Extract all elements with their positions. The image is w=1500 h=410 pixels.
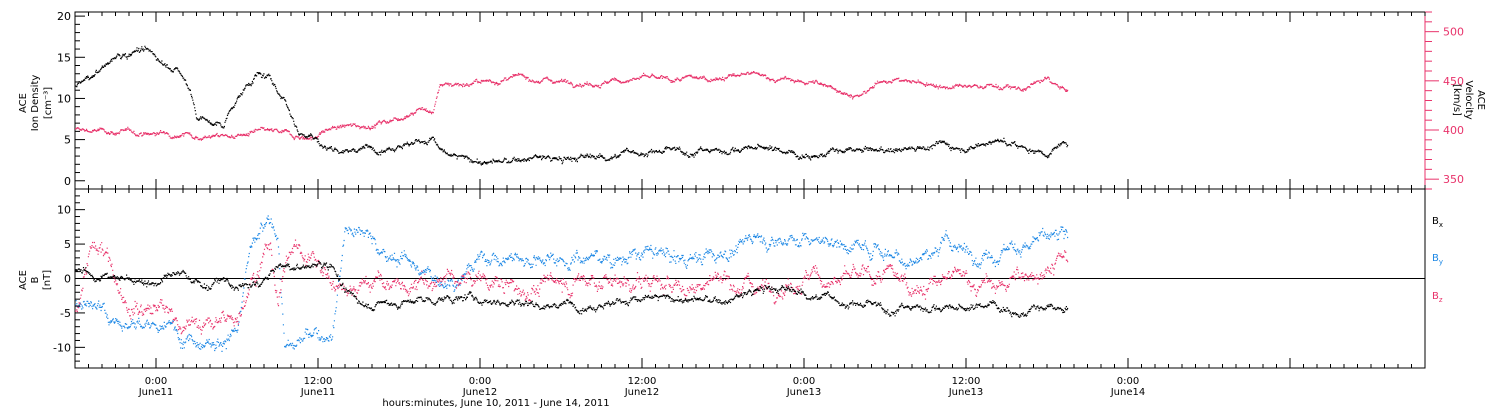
time-tick-label: 0:00 [145, 376, 167, 387]
legend-bx-sub: x [1439, 221, 1443, 229]
bottom-left-axis-title-line-1: ACE [18, 270, 29, 290]
time-tick-label: 12:00 [628, 376, 657, 387]
bx-series [75, 261, 1069, 318]
top-left-axis-title-line-1: ACE [18, 93, 29, 113]
b-axis-tick-label: -5 [60, 307, 71, 320]
date-tick-label: June12 [462, 387, 498, 398]
top-left-axis-title-line-2: Ion Density [30, 75, 41, 132]
legend-bz-sub: z [1439, 296, 1443, 304]
bz-series [75, 239, 1069, 335]
time-tick-label: 12:00 [952, 376, 981, 387]
top-right-axis-title-line-3: [km/s] [1451, 84, 1462, 116]
date-tick-label: June11 [138, 387, 174, 398]
time-tick-label: 0:00 [469, 376, 491, 387]
legend-bz-letter: B [1432, 291, 1439, 302]
top-panel-series [75, 45, 1069, 166]
bottom-left-axis-title: ACE B [nT] [18, 270, 53, 290]
velocity-axis-tick-label: 500 [1443, 26, 1464, 39]
legend-bx-letter: B [1432, 216, 1439, 227]
velocity-series [75, 71, 1069, 141]
date-tick-label: June14 [1110, 387, 1146, 398]
bottom-left-axis-title-line-2: B [30, 276, 41, 283]
bottom-panel-series [75, 215, 1425, 352]
ion-density-series [75, 45, 1069, 166]
date-tick-label: June13 [786, 387, 822, 398]
time-tick-label: 0:00 [1117, 376, 1139, 387]
top-right-axis-title-line-1: ACE [1475, 90, 1486, 110]
legend: Bx By Bz [1432, 216, 1443, 304]
time-tick-label: 0:00 [793, 376, 815, 387]
axes-ticks: 0 5 10 15 20 -10 -5 0 5 10 350 400 450 500 [53, 10, 1464, 369]
velocity-axis-tick-label: 450 [1443, 75, 1464, 88]
legend-bz: Bz [1432, 291, 1443, 304]
top-right-axis-title-line-2: Velocity [1463, 80, 1474, 119]
date-tick-label: June12 [624, 387, 660, 398]
top-left-axis-title: ACE Ion Density [cm⁻³] [18, 75, 54, 132]
density-axis-tick-label: 5 [64, 134, 71, 147]
b-axis-tick-label: 10 [57, 204, 71, 217]
top-panel-frame [74, 11, 1426, 190]
density-axis-tick-label: 10 [57, 92, 71, 105]
top-left-axis-title-line-3: [cm⁻³] [43, 87, 54, 119]
by-series [75, 215, 1069, 352]
b-axis-tick-label: -10 [53, 341, 71, 354]
velocity-axis-tick-label: 350 [1443, 173, 1464, 186]
time-tick-label: 12:00 [304, 376, 333, 387]
time-axis-labels: 0:00June1112:00June110:00June1212:00June… [138, 376, 1146, 398]
velocity-axis-tick-label: 400 [1443, 124, 1464, 137]
b-axis-tick-label: 0 [64, 273, 71, 286]
legend-bx: Bx [1432, 216, 1443, 229]
date-tick-label: June11 [300, 387, 336, 398]
legend-by-sub: y [1439, 258, 1443, 266]
bottom-left-axis-title-line-3: [nT] [42, 270, 53, 290]
legend-by-letter: B [1432, 253, 1439, 264]
density-axis-tick-label: 0 [64, 175, 71, 188]
density-axis-tick-label: 15 [57, 51, 71, 64]
b-axis-tick-label: 5 [64, 238, 71, 251]
density-axis-tick-label: 20 [57, 10, 71, 23]
legend-by: By [1432, 253, 1443, 266]
date-tick-label: June13 [948, 387, 984, 398]
top-right-axis-title: ACE Velocity [km/s] [1451, 80, 1486, 119]
x-axis-title: hours:minutes, June 10, 2011 - June 14, … [382, 398, 609, 409]
